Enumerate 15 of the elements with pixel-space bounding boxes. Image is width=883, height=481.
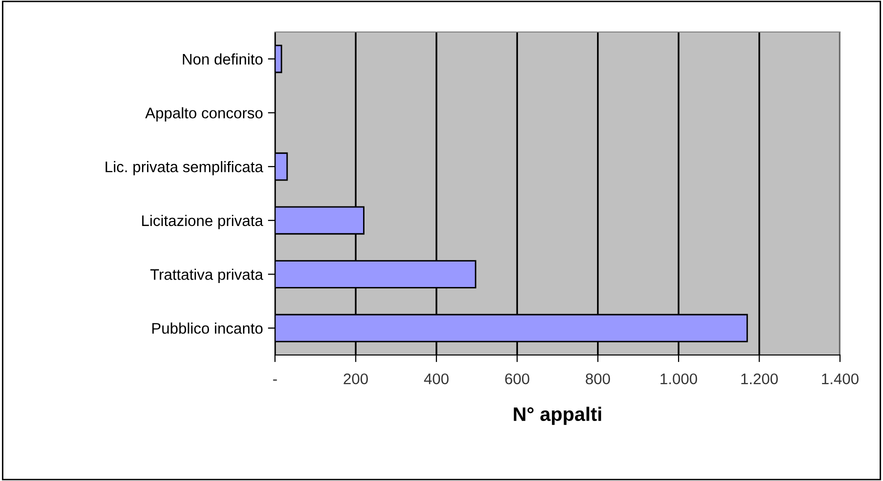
x-tick-label: 400 <box>424 373 449 384</box>
y-tick-label: Non definito <box>182 53 263 65</box>
y-tick-label: Trattativa privata <box>150 268 264 283</box>
x-tick-label: 1.200 <box>741 373 778 384</box>
x-axis-title: N° appalti <box>514 406 602 425</box>
x-tick-label: 800 <box>586 373 610 384</box>
y-tick-label: Lic. privata semplificata <box>106 161 264 176</box>
y-tick-label: Licitazione privata <box>142 214 264 230</box>
x-tick-label: 200 <box>344 373 368 384</box>
x-tick-label: 1.400 <box>822 373 859 384</box>
y-tick-label: Appalto concorso <box>145 107 263 122</box>
x-tick-label: - <box>273 379 277 381</box>
x-tick-label: 1.000 <box>660 373 698 384</box>
y-tick-label: Pubblico incanto <box>152 322 263 334</box>
x-tick-label: 600 <box>505 373 530 384</box>
